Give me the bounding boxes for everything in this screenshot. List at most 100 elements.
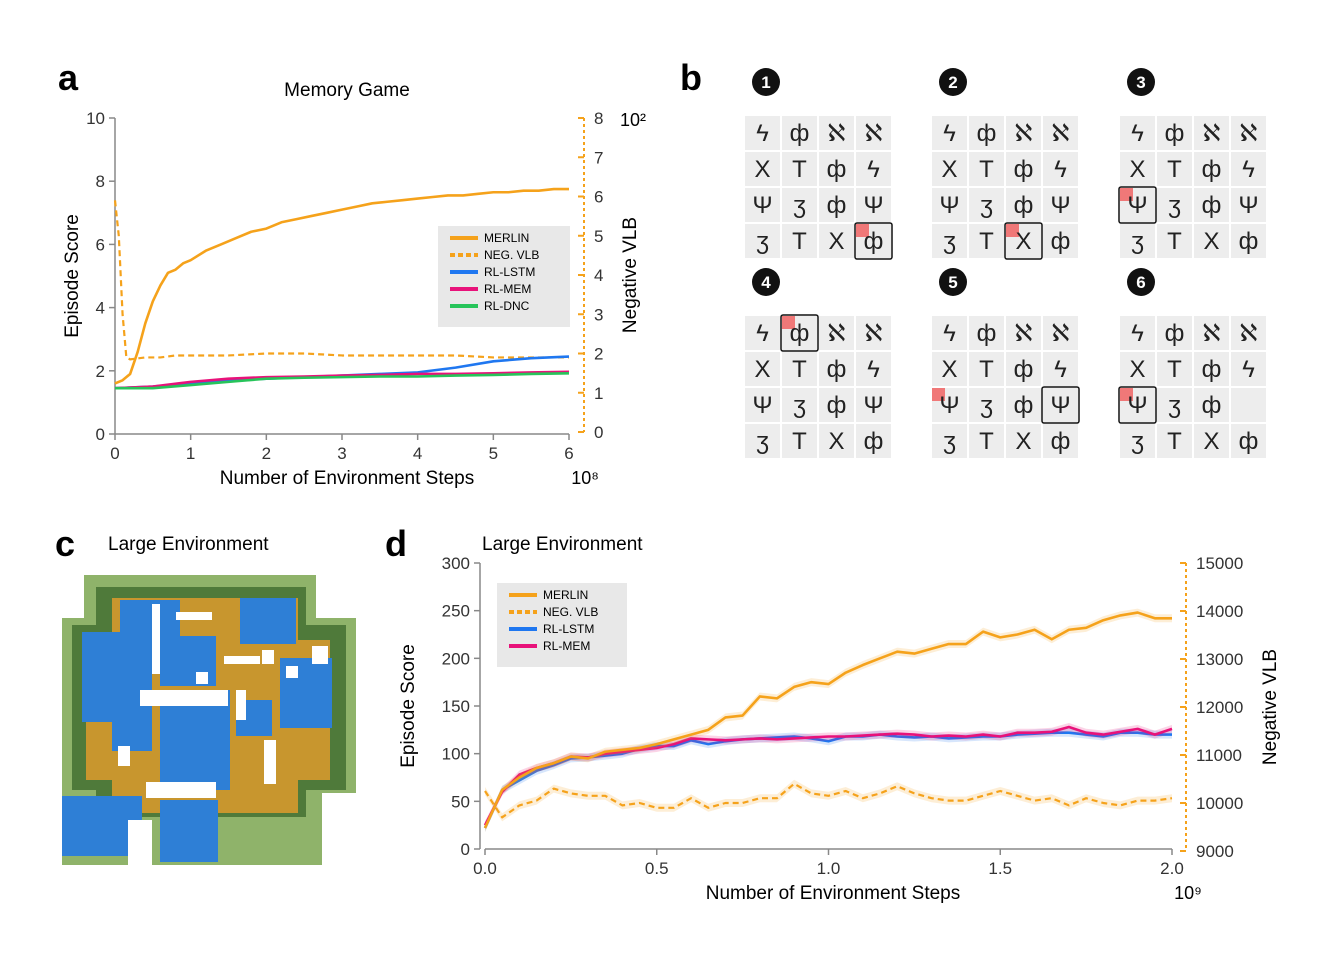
water-room bbox=[120, 600, 180, 636]
large-env-chart-x-tick-label: 2.0 bbox=[1160, 859, 1184, 878]
memory-card bbox=[1043, 188, 1078, 222]
water-room bbox=[160, 800, 218, 862]
memory-card bbox=[1120, 316, 1155, 350]
memory-card bbox=[1194, 152, 1229, 186]
large-env-chart-band-rl-lstm bbox=[485, 728, 1172, 833]
memory-card bbox=[1006, 352, 1041, 386]
card-glyph: ϟ bbox=[943, 120, 956, 147]
memory-card bbox=[819, 116, 854, 150]
card-glyph: ф bbox=[977, 320, 997, 347]
memory-chart-x-exponent: 10⁸ bbox=[571, 468, 599, 488]
memory-card bbox=[856, 116, 891, 150]
memory-card bbox=[856, 188, 891, 222]
card-glyph: Ψ bbox=[863, 192, 883, 219]
large-env-chart-y-tick-label: 0 bbox=[461, 840, 470, 859]
map-opening bbox=[286, 666, 298, 678]
memory-card bbox=[969, 224, 1004, 258]
water-room bbox=[160, 690, 230, 790]
memory-card bbox=[819, 188, 854, 222]
card-glyph: ℵ bbox=[1052, 320, 1070, 347]
memory-chart-y2-tick-label: 3 bbox=[594, 305, 603, 324]
memory-chart-y-tick-label: 2 bbox=[96, 362, 105, 381]
large-env-chart-x-exponent: 10⁹ bbox=[1174, 883, 1202, 903]
large-env-chart-legend-label-rl-mem: RL-MEM bbox=[543, 639, 590, 653]
card-glyph: ф bbox=[827, 356, 847, 383]
memory-card bbox=[969, 316, 1004, 350]
card-glyph: Ψ bbox=[863, 392, 883, 419]
memory-card bbox=[782, 388, 817, 422]
card-glyph: Ψ bbox=[939, 392, 959, 419]
panel-letter-d: d bbox=[385, 523, 407, 564]
step-number-badge bbox=[752, 268, 780, 296]
card-glyph: ℵ bbox=[1240, 320, 1258, 347]
memory-card bbox=[1231, 152, 1266, 186]
memory-chart-legend-label-neg-vlb: NEG. VLB bbox=[484, 248, 539, 262]
card-glyph: ʒ bbox=[943, 228, 956, 255]
card-glyph: T bbox=[979, 156, 994, 183]
agent-marker bbox=[932, 388, 945, 401]
card-glyph: X bbox=[828, 228, 844, 255]
step-number: 5 bbox=[948, 273, 957, 292]
memory-card bbox=[1194, 316, 1229, 350]
memory-card bbox=[856, 424, 891, 458]
card-glyph: ϟ bbox=[867, 156, 880, 183]
card-glyph: Ψ bbox=[1050, 392, 1070, 419]
large-env-chart-legend: MERLIN NEG. VLB RL-LSTM RL-MEM bbox=[497, 583, 627, 667]
card-glyph: T bbox=[979, 228, 994, 255]
memory-card bbox=[745, 116, 780, 150]
memory-chart-x-label: Number of Environment Steps bbox=[220, 468, 475, 489]
memory-card bbox=[1043, 224, 1078, 258]
memory-card bbox=[932, 352, 967, 386]
memory-card bbox=[1006, 316, 1041, 350]
card-glyph: T bbox=[1167, 356, 1182, 383]
memory-card bbox=[1157, 152, 1192, 186]
memory-card bbox=[1006, 424, 1041, 458]
card-glyph: ℵ bbox=[1203, 320, 1221, 347]
selected-card-frame bbox=[1118, 186, 1157, 224]
large-env-chart-y-tick-label: 50 bbox=[451, 792, 470, 811]
memory-card bbox=[1231, 188, 1266, 222]
large-env-chart-y2-tick-label: 12000 bbox=[1196, 698, 1243, 717]
memory-chart-y2-tick-label: 2 bbox=[594, 345, 603, 364]
card-glyph: ℵ bbox=[865, 120, 883, 147]
memory-card bbox=[1120, 352, 1155, 386]
water-room bbox=[240, 598, 296, 644]
large-env-chart-y2-tick-label: 9000 bbox=[1196, 842, 1234, 861]
memory-chart-x-tick-label: 4 bbox=[413, 444, 422, 463]
card-glyph: X bbox=[1203, 228, 1219, 255]
card-glyph: ϟ bbox=[756, 120, 769, 147]
memory-card bbox=[782, 116, 817, 150]
step-number: 6 bbox=[1136, 273, 1145, 292]
card-glyph: ʒ bbox=[1131, 428, 1144, 455]
memory-chart-title: Memory Game bbox=[284, 80, 410, 101]
agent-marker bbox=[1120, 188, 1133, 201]
card-glyph: Ψ bbox=[939, 192, 959, 219]
memory-chart-x-tick-label: 2 bbox=[262, 444, 271, 463]
memory-card bbox=[1043, 424, 1078, 458]
memory-card bbox=[1043, 388, 1078, 422]
card-glyph: ф bbox=[1014, 192, 1034, 219]
panel-letter-c: c bbox=[55, 523, 75, 564]
large-env-chart-x-label: Number of Environment Steps bbox=[706, 883, 961, 904]
card-glyph: ℵ bbox=[828, 120, 846, 147]
card-glyph: ʒ bbox=[756, 428, 769, 455]
card-glyph: ʒ bbox=[980, 392, 993, 419]
memory-chart-y-label: Episode Score bbox=[62, 214, 83, 338]
memory-chart-y2-tick-label: 7 bbox=[594, 148, 603, 167]
card-glyph: Ψ bbox=[1127, 392, 1147, 419]
memory-card bbox=[1157, 352, 1192, 386]
step-number-badge bbox=[1127, 68, 1155, 96]
memory-card bbox=[745, 152, 780, 186]
large-env-chart-series-merlin bbox=[483, 611, 1172, 829]
memory-card bbox=[782, 352, 817, 386]
memory-card bbox=[1157, 188, 1192, 222]
memory-card bbox=[1194, 424, 1229, 458]
card-glyph: ϟ bbox=[1242, 156, 1255, 183]
large-env-chart-y2-tick-label: 11000 bbox=[1196, 746, 1242, 765]
